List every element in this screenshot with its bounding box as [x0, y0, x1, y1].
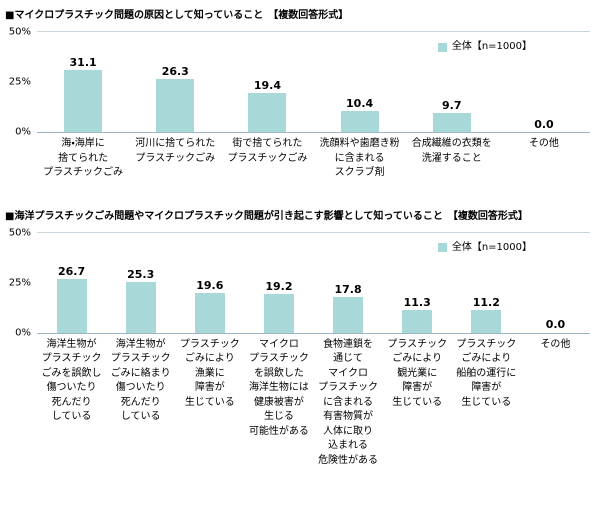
chart-title: ■海洋プラスチックごみ問題やマイクロプラスチック問題が引き起こす影響として知って… — [5, 210, 528, 222]
bar-value-label: 19.6 — [196, 279, 224, 293]
category-label: 河川に捨てられた プラスチックごみ — [135, 138, 216, 164]
bar — [56, 279, 87, 333]
chart-microplastic-impacts: ■海洋プラスチックごみ問題やマイクロプラスチック問題が引き起こす影響として知って… — [5, 207, 595, 469]
bar-column: 17.8 — [314, 233, 383, 333]
category-label: 海・海岸に 捨てられた プラスチックごみ — [43, 138, 123, 178]
category-labels-row: 海洋生物が プラスチック ごみを誤飲し 傷ついたり 死んだり している 海洋生物が… — [37, 338, 590, 469]
bar-column: 10.4 — [314, 32, 406, 132]
bar-column: 9.7 — [406, 32, 498, 132]
bars-row: 50% 25% 0% 全体【n=1000】 31.1 26.3 19.4 10.4 9.… — [9, 27, 590, 138]
bar-value-label: 0.0 — [534, 117, 554, 131]
chart-title: ■マイクロプラスチック問題の原因として知っていること 【複数回答形式】 — [5, 10, 349, 21]
category-label: プラスチック ごみにより 船舶の運行に 障害が 生じている — [456, 338, 517, 408]
bar-column: 0.0 — [521, 233, 590, 333]
bar-column: 11.2 — [452, 233, 521, 333]
bar — [340, 111, 379, 132]
legend-label: 全体【n=1000】 — [451, 41, 532, 52]
bar-column: 26.3 — [129, 32, 221, 132]
bar-value-label: 17.8 — [334, 282, 362, 296]
bar — [263, 294, 294, 333]
bar — [471, 310, 502, 333]
category-label: プラスチック ごみにより 漁業に 障害が 生じている — [179, 338, 240, 408]
bar-column: 19.6 — [175, 233, 244, 333]
y-axis-tick-25: 25% — [8, 76, 31, 88]
bar-column: 19.2 — [244, 233, 313, 333]
report-page: ■マイクロプラスチック問題の原因として知っていること 【複数回答形式】 50% … — [5, 6, 595, 469]
bar-value-label: 26.7 — [57, 265, 86, 279]
bar-column: 11.3 — [383, 233, 452, 333]
bar — [194, 293, 225, 333]
bar-value-label: 19.2 — [265, 280, 293, 294]
category-label: 合成繊維の衣類を 洗濯すること — [411, 138, 492, 164]
bar-value-label: 11.3 — [403, 295, 431, 309]
category-label: 海洋生物が プラスチック ごみを誤飲し 傷ついたり 死んだり している — [41, 338, 102, 423]
bar — [156, 79, 195, 132]
legend-swatch — [437, 243, 447, 252]
bar-column: 19.4 — [221, 32, 313, 132]
y-axis-tick-0: 0% — [15, 126, 31, 138]
plot-area: 50% 25% 0% 全体【n=1000】 26.7 25.3 19.6 19.2 17… — [9, 227, 590, 469]
category-label: プラスチック ごみにより 観光業に 障害が 生じている — [387, 338, 448, 408]
plot-area: 50% 25% 0% 全体【n=1000】 31.1 26.3 19.4 10.4 9.… — [9, 27, 590, 181]
legend-label: 全体【n=1000】 — [451, 241, 532, 253]
bar-value-label: 0.0 — [545, 318, 566, 332]
category-label: 食物連鎖を 通じて マイクロ プラスチック に含まれる 有害物質が 人体に取り … — [318, 338, 379, 466]
bar — [248, 93, 287, 132]
bar — [125, 281, 156, 333]
bar-value-label: 26.3 — [161, 65, 189, 79]
y-axis-tick-50: 50% — [8, 227, 31, 238]
legend-swatch — [437, 42, 447, 52]
chart-microplastic-causes: ■マイクロプラスチック問題の原因として知っていること 【複数回答形式】 50% … — [5, 6, 595, 181]
bar — [64, 69, 103, 132]
category-label: その他 — [528, 138, 559, 149]
bar-value-label: 19.4 — [253, 79, 281, 93]
category-labels-row: 海・海岸に 捨てられた プラスチックごみ 河川に捨てられた プラスチックごみ 街で捨… — [37, 137, 590, 181]
y-axis-tick-25: 25% — [8, 277, 31, 288]
bars-row: 50% 25% 0% 全体【n=1000】 26.7 25.3 19.6 19.2 17… — [9, 227, 590, 338]
bar-value-label: 25.3 — [127, 267, 155, 281]
bar-column: 26.7 — [37, 233, 106, 333]
category-label: マイクロ プラスチック を誤飲した 海洋生物には 健康被害が 生じる 可能性があ… — [248, 338, 309, 437]
bar-value-label: 10.4 — [346, 97, 374, 111]
legend: 全体【n=1000】 — [437, 241, 532, 253]
category-label: 洗顔料や歯磨き粉 に含まれる スクラブ剤 — [319, 138, 400, 178]
bar-value-label: 11.2 — [472, 296, 500, 310]
category-label: 海洋生物が プラスチック ごみに絡まり 傷ついたり 死んだり している — [110, 338, 171, 423]
bar-column: 31.1 — [37, 32, 129, 132]
bar — [333, 296, 364, 333]
bar — [432, 112, 471, 132]
legend: 全体【n=1000】 — [437, 41, 532, 52]
bar-value-label: 9.7 — [442, 98, 462, 112]
bar-column: 25.3 — [106, 233, 175, 333]
y-axis-tick-0: 0% — [15, 327, 31, 338]
category-label: その他 — [540, 338, 571, 350]
bar-value-label: 31.1 — [69, 55, 97, 69]
bar-column: 0.0 — [498, 32, 590, 132]
y-axis-tick-50: 50% — [8, 26, 31, 38]
bar — [402, 309, 433, 333]
category-label: 街で捨てられた プラスチックごみ — [227, 138, 308, 164]
